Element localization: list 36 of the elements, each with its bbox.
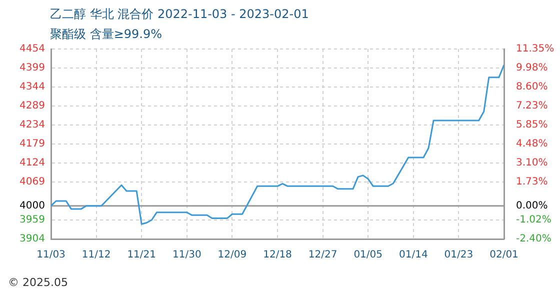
x-tick-label: 01/23 bbox=[444, 250, 474, 261]
y2-tick-label: 11.35% bbox=[516, 44, 554, 55]
y-tick-label: 4289 bbox=[20, 100, 45, 112]
x-tick-label: 11/12 bbox=[82, 250, 111, 261]
text: © 2025.05 bbox=[8, 276, 68, 289]
x-tick-label: 02/01 bbox=[490, 250, 518, 261]
x-tick-label: 11/30 bbox=[172, 250, 202, 261]
y-tick-label: 4124 bbox=[20, 158, 45, 169]
y-tick-label: 3904 bbox=[20, 234, 45, 245]
x-tick-label: 01/14 bbox=[398, 250, 428, 261]
x-tick-label: 12/18 bbox=[263, 250, 292, 261]
x-tick-label: 11/03 bbox=[36, 250, 66, 261]
y-tick-label: 4069 bbox=[20, 176, 45, 188]
y-tick-label: 3959 bbox=[20, 214, 45, 226]
y2-tick-label: 3.10% bbox=[516, 158, 548, 169]
y-tick-label: 4399 bbox=[20, 62, 45, 74]
y2-tick-label: -2.40% bbox=[516, 234, 552, 245]
y2-tick-label: 1.73% bbox=[516, 176, 548, 188]
y-tick-label: 4179 bbox=[20, 138, 45, 150]
x-tick-label: 12/09 bbox=[218, 250, 247, 261]
y2-tick-label: 9.98% bbox=[516, 62, 548, 74]
y-tick-label: 4454 bbox=[20, 44, 45, 55]
x-tick-label: 11/21 bbox=[127, 250, 156, 261]
y-tick-label: 4000 bbox=[20, 200, 45, 212]
y2-tick-label: 7.23% bbox=[516, 100, 548, 112]
y2-tick-label: 0.00% bbox=[516, 200, 548, 212]
x-tick-label: 12/27 bbox=[308, 250, 338, 261]
y2-tick-label: 8.60% bbox=[516, 82, 548, 93]
y2-tick-label: 4.48% bbox=[516, 138, 548, 150]
y-tick-label: 4234 bbox=[20, 120, 45, 131]
y2-tick-label: 5.85% bbox=[516, 120, 548, 131]
chart-title: 乙二醇 华北 混合价 2022-11-03 - 2023-02-01 bbox=[50, 6, 309, 23]
y-tick-label: 4344 bbox=[20, 82, 45, 93]
chart-subtitle: 聚酯级 含量≥99.9% bbox=[50, 26, 162, 43]
x-tick-label: 01/05 bbox=[354, 250, 383, 261]
y2-tick-label: -1.02% bbox=[516, 214, 552, 226]
